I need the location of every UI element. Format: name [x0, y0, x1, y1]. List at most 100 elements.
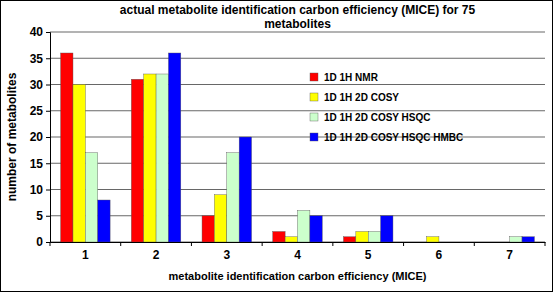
y-axis: 0 5 10 15 20 25 30 35 40 [30, 25, 51, 249]
bar [285, 237, 297, 242]
bar [414, 242, 426, 243]
legend-swatch [310, 113, 318, 121]
legend-label: 1D 1H 2D COSY HSQC HMBC [324, 132, 463, 143]
bar [239, 137, 251, 242]
grid-line [50, 137, 545, 138]
bar [497, 242, 509, 243]
x-tick: 3 [223, 242, 230, 262]
x-separator [332, 242, 333, 246]
bar [356, 232, 368, 243]
series [98, 53, 535, 242]
bar [73, 85, 85, 243]
legend-swatch [310, 73, 318, 81]
legend-swatch [310, 93, 318, 101]
y-tick-label: 20 [30, 130, 44, 144]
y-tick-label: 15 [30, 157, 44, 171]
bar [61, 53, 73, 242]
y-tick-label: 25 [30, 104, 44, 118]
x-tick: 6 [436, 242, 443, 262]
grid [50, 32, 545, 242]
x-separator [262, 242, 263, 246]
x-axis: 1 2 3 4 5 6 7 [50, 242, 546, 262]
y-tick-mark [46, 190, 50, 191]
y-tick: 10 [30, 183, 50, 197]
chart-border [1, 1, 553, 292]
legend-label: 1D 1H NMR [324, 72, 379, 83]
x-separator [50, 242, 51, 246]
y-tick-label: 0 [36, 235, 43, 249]
bar [485, 242, 497, 243]
bar [98, 200, 110, 242]
chart: actual metabolite identification carbon … [0, 0, 553, 292]
bar [522, 237, 534, 242]
grid-line [50, 32, 545, 33]
y-axis-title: number of metabolites [5, 72, 19, 201]
x-tick-label: 2 [153, 248, 160, 262]
y-tick: 5 [36, 209, 50, 223]
y-tick-mark [46, 32, 50, 33]
y-tick-mark [46, 137, 50, 138]
title: actual metabolite identification carbon … [120, 3, 476, 31]
x-separators [50, 242, 545, 246]
x-separator [474, 242, 475, 246]
grid-line [50, 84, 545, 85]
y-tick-label: 10 [30, 183, 44, 197]
y-tick-label: 30 [30, 78, 44, 92]
bar [427, 237, 439, 242]
bar [368, 232, 380, 243]
y-tick-label: 5 [36, 209, 43, 223]
series [61, 53, 356, 242]
grid-line [50, 58, 545, 59]
x-tick-label: 7 [506, 248, 513, 262]
plot: 0 5 10 15 20 25 30 35 40 1 2 3 4 5 6 7 [30, 25, 546, 261]
y-tick-label: 40 [30, 25, 44, 39]
bar [273, 232, 285, 243]
x-tick: 1 [82, 242, 89, 262]
x-tick: 2 [153, 242, 160, 262]
bar [381, 216, 393, 242]
bar [168, 53, 180, 242]
y-tick: 15 [30, 157, 50, 171]
bar [131, 79, 143, 242]
legend-item: 1D 1H 2D COSY HSQC [310, 112, 431, 123]
x-separator [120, 242, 121, 246]
grid-line [50, 163, 545, 164]
y-tick: 30 [30, 78, 50, 92]
x-tick-label: 6 [436, 248, 443, 262]
y-tick: 35 [30, 52, 50, 66]
x-tick: 5 [365, 242, 372, 262]
bar [214, 195, 226, 242]
bars [61, 53, 535, 242]
x-tick: 4 [294, 242, 301, 262]
y-tick-mark [46, 58, 50, 59]
y-tick-mark [46, 216, 50, 217]
bar [310, 216, 322, 242]
x-tick: 7 [506, 242, 513, 262]
bar [298, 211, 310, 243]
legend-item: 1D 1H NMR [310, 72, 379, 83]
bar [156, 74, 168, 242]
bar [202, 216, 214, 242]
x-axis-line [51, 242, 546, 243]
bar [451, 242, 463, 243]
bar [144, 74, 156, 242]
y-tick-mark [46, 85, 50, 86]
x-tick-label: 4 [294, 248, 301, 262]
x-tick-label: 5 [365, 248, 372, 262]
legend-swatch [310, 133, 318, 141]
legend-label: 1D 1H 2D COSY [324, 92, 399, 103]
legend-item: 1D 1H 2D COSY [310, 92, 399, 103]
x-tick-label: 1 [82, 248, 89, 262]
bar [227, 153, 239, 242]
y-tick-label: 35 [30, 52, 44, 66]
y-tick-mark [46, 111, 50, 112]
y-tick: 20 [30, 130, 50, 144]
y-tick: 0 [36, 235, 50, 249]
x-separator [545, 242, 546, 246]
x-tick-label: 3 [223, 248, 230, 262]
y-tick-mark [46, 242, 50, 243]
bar [510, 237, 522, 242]
series [85, 74, 522, 242]
x-axis-title: metabolite identification carbon efficie… [169, 270, 427, 282]
grid-line [50, 189, 545, 190]
